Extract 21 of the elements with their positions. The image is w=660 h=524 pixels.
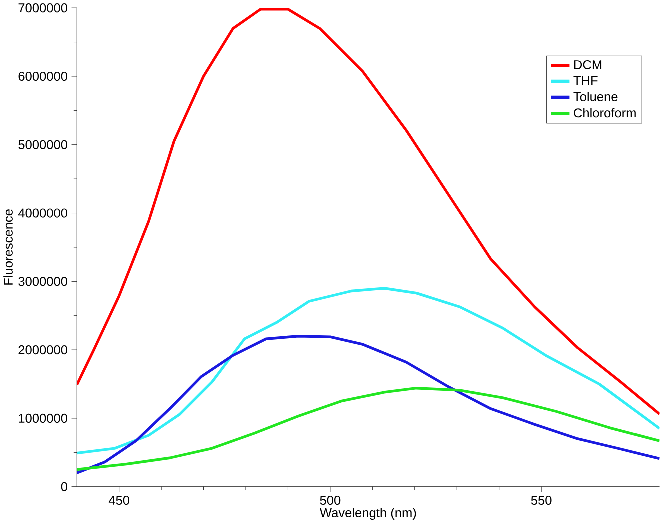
legend-label: Chloroform [574, 108, 636, 118]
y-tick-label: 2000000 [18, 346, 68, 355]
line-series [77, 8, 660, 416]
line-series [77, 335, 660, 475]
line-series [77, 387, 660, 472]
y-tick-label: 1000000 [19, 414, 68, 424]
y-tick-label: 6000000 [18, 72, 68, 82]
legend-label: THF [574, 76, 598, 86]
y-tick-label: 3000000 [18, 277, 68, 286]
x-tick-label: 450 [108, 496, 130, 506]
y-axis-title: Fluorescence [4, 210, 13, 286]
y-tick-label: 4000000 [18, 208, 68, 218]
y-tick-label: 5000000 [18, 140, 68, 150]
x-tick-label: 500 [320, 496, 341, 506]
legend-label: DCM [574, 60, 602, 70]
x-axis-title: Wavelength (nm) [320, 508, 416, 520]
legend-label: Toluene [574, 92, 618, 102]
y-tick-label: 0 [61, 482, 68, 492]
line-series [77, 287, 660, 455]
x-tick-label: 550 [531, 496, 552, 506]
y-tick-label: 7000000 [18, 4, 68, 13]
